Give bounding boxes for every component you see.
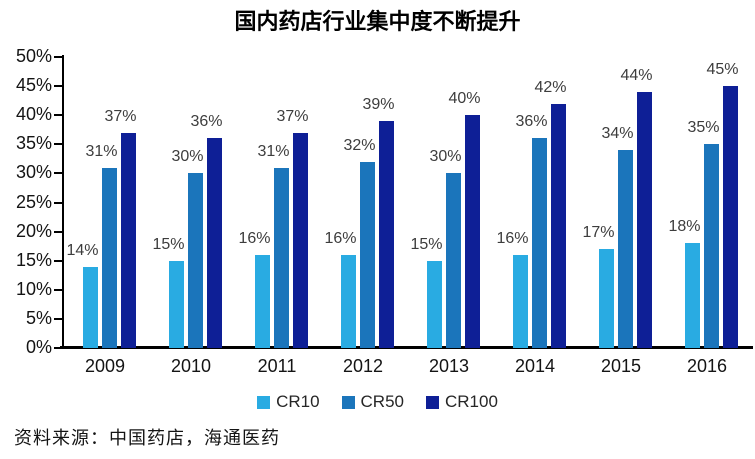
y-tick-label: 20%	[15, 220, 52, 241]
bar-value-label: 36%	[515, 113, 548, 131]
y-tick-label: 25%	[15, 191, 52, 212]
legend-label: CR100	[445, 392, 498, 411]
bar-value-label: 30%	[171, 148, 204, 166]
bar-cr10-2009	[83, 266, 98, 348]
bar-value-label: 15%	[410, 235, 443, 253]
bar-value-label: 44%	[620, 66, 653, 84]
bar-cr100-2016	[723, 86, 738, 348]
bar-value-label: 14%	[66, 241, 99, 259]
bar-cr50-2015	[618, 150, 633, 348]
bar-cr50-2014	[532, 138, 547, 348]
bar-value-label: 45%	[706, 61, 739, 79]
bar-value-label: 31%	[85, 142, 118, 160]
bar-cr100-2013	[465, 115, 480, 348]
bar-cr50-2013	[446, 173, 461, 348]
bar-cr50-2009	[102, 167, 117, 348]
x-tick-label: 2012	[342, 356, 384, 376]
y-tick-label: 30%	[15, 162, 52, 183]
x-tick-label: 2014	[514, 356, 556, 376]
bar-cr100-2011	[293, 132, 308, 348]
legend-swatch-cr10	[257, 395, 271, 409]
bar-cr100-2009	[121, 132, 136, 348]
legend-label: CR10	[276, 392, 320, 411]
bar-cr50-2010	[188, 173, 203, 348]
x-tick-label: 2016	[686, 356, 728, 376]
bar-cr10-2016	[685, 243, 700, 348]
x-tick-label: 2010	[170, 356, 212, 376]
y-tick-label: 35%	[15, 133, 52, 154]
bar-cr50-2016	[704, 144, 719, 348]
bar-cr50-2011	[274, 167, 289, 348]
y-tick-label: 0%	[25, 337, 52, 357]
y-tick-label: 40%	[15, 104, 52, 125]
bar-cr10-2015	[599, 249, 614, 348]
y-tick-mark	[54, 114, 62, 117]
bar-value-label: 39%	[362, 96, 395, 114]
bar-value-label: 15%	[152, 235, 185, 253]
legend: CR10 CR50 CR100	[0, 392, 755, 412]
y-tick-mark	[54, 317, 62, 320]
y-tick-label: 50%	[15, 46, 52, 66]
bar-cr10-2011	[255, 254, 270, 348]
x-axis-line	[60, 346, 753, 349]
legend-item-cr10: CR10	[257, 392, 320, 412]
bar-value-label: 34%	[601, 125, 634, 143]
y-tick-mark	[54, 56, 62, 58]
bar-cr100-2010	[207, 138, 222, 348]
x-tick-label: 2015	[600, 356, 642, 376]
legend-item-cr50: CR50	[341, 392, 404, 412]
bar-value-label: 16%	[496, 229, 529, 247]
y-tick-mark	[54, 172, 62, 175]
bar-value-label: 32%	[343, 136, 376, 154]
bar-value-label: 42%	[534, 78, 567, 96]
y-tick-mark	[54, 201, 62, 204]
source-note: 资料来源：中国药店，海通医药	[14, 428, 280, 449]
legend-swatch-cr100	[426, 395, 439, 409]
y-tick-mark	[54, 143, 62, 146]
x-tick-label: 2011	[257, 356, 297, 376]
bar-value-label: 37%	[104, 107, 137, 125]
bar-value-label: 36%	[190, 113, 223, 131]
bar-cr100-2012	[379, 121, 394, 348]
bar-cr100-2014	[551, 103, 566, 348]
bar-value-label: 40%	[448, 90, 481, 108]
chart-title: 国内药店行业集中度不断提升	[234, 9, 521, 35]
y-tick-mark	[54, 347, 62, 349]
x-tick-label: 2013	[428, 356, 470, 376]
y-tick-label: 5%	[25, 307, 52, 328]
bar-value-label: 16%	[238, 229, 271, 247]
legend-swatch-cr50	[341, 395, 355, 409]
y-tick-label: 15%	[15, 249, 52, 270]
bar-cr10-2010	[169, 260, 184, 348]
bar-value-label: 17%	[582, 224, 615, 242]
bar-value-label: 30%	[429, 148, 462, 166]
x-tick-label: 2009	[84, 356, 126, 376]
bar-value-label: 35%	[687, 119, 720, 137]
bar-cr50-2012	[360, 161, 375, 348]
legend-label: CR50	[360, 392, 404, 411]
y-tick-mark	[54, 288, 62, 291]
bar-value-label: 31%	[257, 142, 290, 160]
y-tick-mark	[54, 85, 62, 88]
legend-item-cr100: CR100	[426, 392, 498, 412]
bar-cr10-2012	[341, 254, 356, 348]
bar-value-label: 37%	[276, 107, 309, 125]
y-axis-line	[62, 55, 64, 348]
y-tick-label: 45%	[15, 75, 52, 96]
bar-cr100-2015	[637, 91, 652, 348]
y-tick-mark	[54, 230, 62, 233]
y-tick-label: 10%	[15, 278, 52, 299]
bar-cr10-2014	[513, 254, 528, 348]
bar-value-label: 18%	[668, 218, 701, 236]
bar-cr10-2013	[427, 260, 442, 348]
y-tick-mark	[54, 259, 62, 262]
bar-value-label: 16%	[324, 229, 357, 247]
